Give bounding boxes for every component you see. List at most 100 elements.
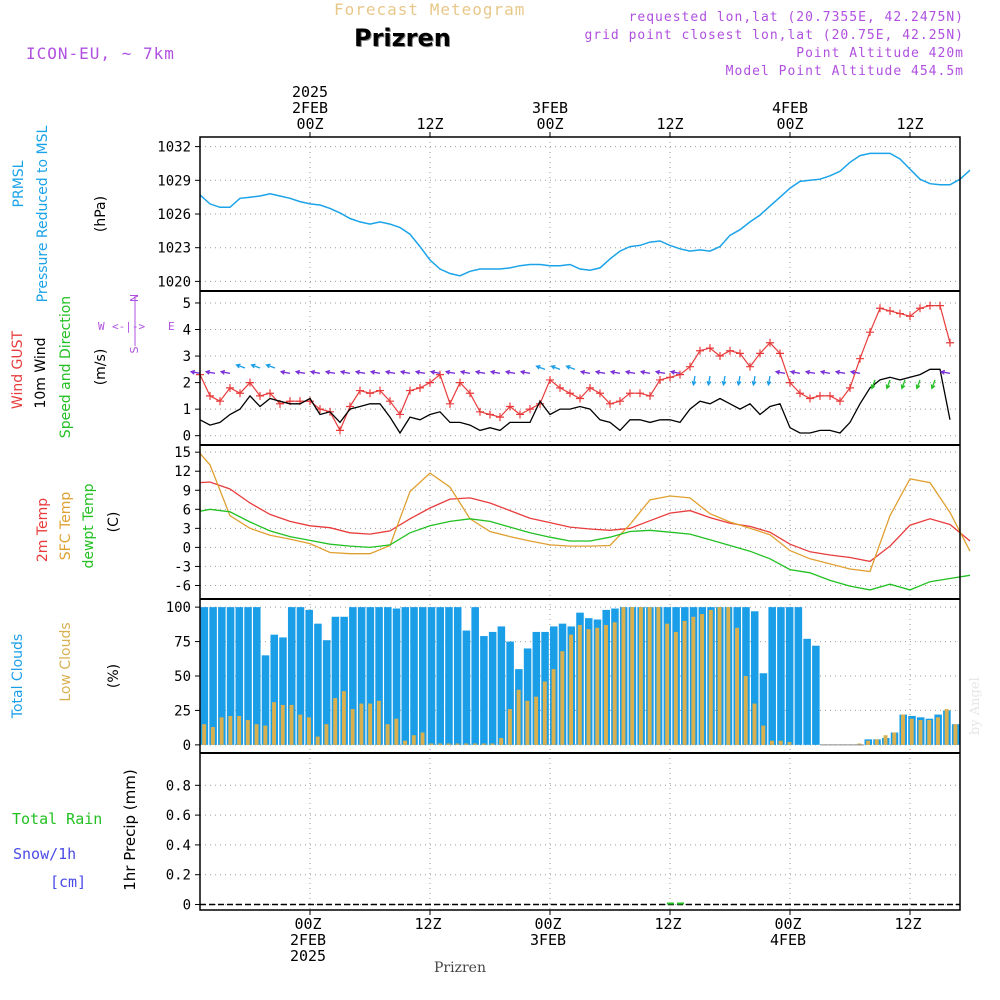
time-label-bottom: 2FEB (290, 931, 326, 949)
gust-marker (726, 346, 734, 355)
low-cloud-bar (411, 735, 416, 745)
gust-marker (356, 386, 364, 395)
low-cloud-bar (368, 703, 373, 745)
gust-marker (606, 399, 614, 408)
time-label-top: 00Z (536, 115, 563, 133)
y-tick-label: 1023 (157, 241, 191, 257)
y-tick-label: 1029 (157, 173, 191, 189)
y-tick-label: 1032 (157, 140, 191, 156)
compass-s: S (128, 346, 141, 353)
total-cloud-bar (366, 607, 375, 745)
model-name: ICON-EU, ~ 7km (26, 44, 175, 63)
total-cloud-bar (436, 607, 444, 745)
low-cloud-bar (210, 726, 215, 745)
total-cloud-bar (794, 607, 803, 745)
wind-direction-arrow (279, 369, 291, 375)
total-cloud-bar (235, 607, 244, 745)
total-cloud-bar (279, 637, 287, 745)
gust-marker (846, 383, 854, 392)
gust-marker (546, 375, 554, 384)
gust-marker (626, 389, 634, 398)
low-cloud-bar (490, 743, 495, 745)
gust-marker (576, 394, 584, 403)
gust-marker (566, 389, 574, 398)
wind-direction-arrow (834, 369, 846, 375)
gust-marker (836, 397, 844, 406)
y-tick-label: 0.6 (166, 808, 191, 824)
low-cloud-bar (298, 714, 303, 745)
low-cloud-bar (499, 737, 504, 745)
low-cloud-bar (647, 607, 652, 745)
low-cloud-bar (586, 629, 591, 745)
watermark: by Angel (968, 677, 983, 735)
low-cloud-bar (438, 743, 442, 745)
wind-direction-arrow (721, 375, 727, 387)
time-label-bottom: 2025 (290, 947, 326, 965)
low-cloud-bar (280, 704, 285, 745)
wind-direction-arrow (915, 379, 921, 390)
time-label-bottom: 12Z (894, 915, 921, 933)
low-cloud-bar (935, 717, 940, 745)
compass-w: W (98, 320, 105, 333)
gust-marker (756, 349, 764, 358)
total-cloud-bar (471, 607, 479, 745)
wind-direction-arrow (369, 369, 381, 375)
time-label-top: 12Z (896, 115, 923, 133)
y-tick-label: 0 (183, 429, 191, 445)
total-cloud-bar (314, 623, 322, 745)
y-tick-label: 1026 (157, 207, 191, 223)
low-cloud-bar (254, 724, 259, 745)
low-cloud-bar (272, 702, 276, 745)
label-ms: (m/s) (93, 349, 109, 386)
low-cloud-bar (507, 709, 512, 745)
total-cloud-bar (785, 607, 794, 745)
low-cloud-bar (542, 681, 547, 745)
low-cloud-bar (700, 614, 705, 745)
y-tick-label: 5 (183, 296, 191, 312)
low-cloud-bar (717, 607, 722, 745)
low-cloud-bar (909, 718, 914, 745)
model-altitude: Model Point Altitude 454.5m (725, 64, 964, 79)
low-cloud-bar (446, 743, 451, 745)
low-cloud-bar (324, 724, 329, 745)
wind-direction-arrow (535, 365, 546, 370)
wind-direction-arrow (489, 369, 501, 375)
low-cloud-bar (315, 736, 320, 745)
wind-direction-arrow (324, 369, 336, 375)
temp-2m-line (199, 481, 971, 563)
wind-direction-arrow (594, 369, 606, 375)
low-cloud-bar (219, 717, 224, 745)
low-cloud-bar (403, 740, 408, 745)
total-cloud-bar (812, 645, 820, 745)
wind-direction-arrow (504, 369, 516, 375)
gust-marker (806, 394, 814, 403)
gust-marker (736, 349, 744, 358)
low-cloud-bar (944, 709, 949, 745)
gust-marker (206, 391, 214, 400)
low-cloud-bar (569, 634, 574, 745)
label-pct: (%) (106, 664, 122, 688)
time-label-bottom: 00Z (774, 915, 801, 933)
low-cloud-bar (691, 616, 696, 745)
total-cloud-bar (480, 636, 488, 745)
wind-direction-arrow (399, 369, 411, 375)
total-cloud-bar (244, 607, 252, 745)
gust-marker (786, 378, 794, 387)
time-label-bottom: 12Z (414, 915, 441, 933)
low-cloud-bar (472, 743, 477, 745)
total-cloud-bar (523, 648, 532, 745)
low-cloud-bar (516, 689, 521, 745)
time-label-bottom: 12Z (654, 915, 681, 933)
total-cloud-bar (200, 607, 209, 745)
gust-marker (556, 383, 564, 392)
low-cloud-bar (595, 627, 600, 745)
total-cloud-bar (322, 640, 331, 745)
time-label-bottom: 00Z (534, 915, 561, 933)
total-cloud-bar (777, 607, 785, 745)
low-cloud-bar (874, 739, 879, 745)
y-tick-label: 0.8 (166, 778, 191, 794)
low-cloud-bar (289, 704, 294, 745)
wind-direction-arrow (414, 369, 426, 375)
total-cloud-bar (226, 607, 235, 745)
total-cloud-bar (357, 607, 366, 745)
